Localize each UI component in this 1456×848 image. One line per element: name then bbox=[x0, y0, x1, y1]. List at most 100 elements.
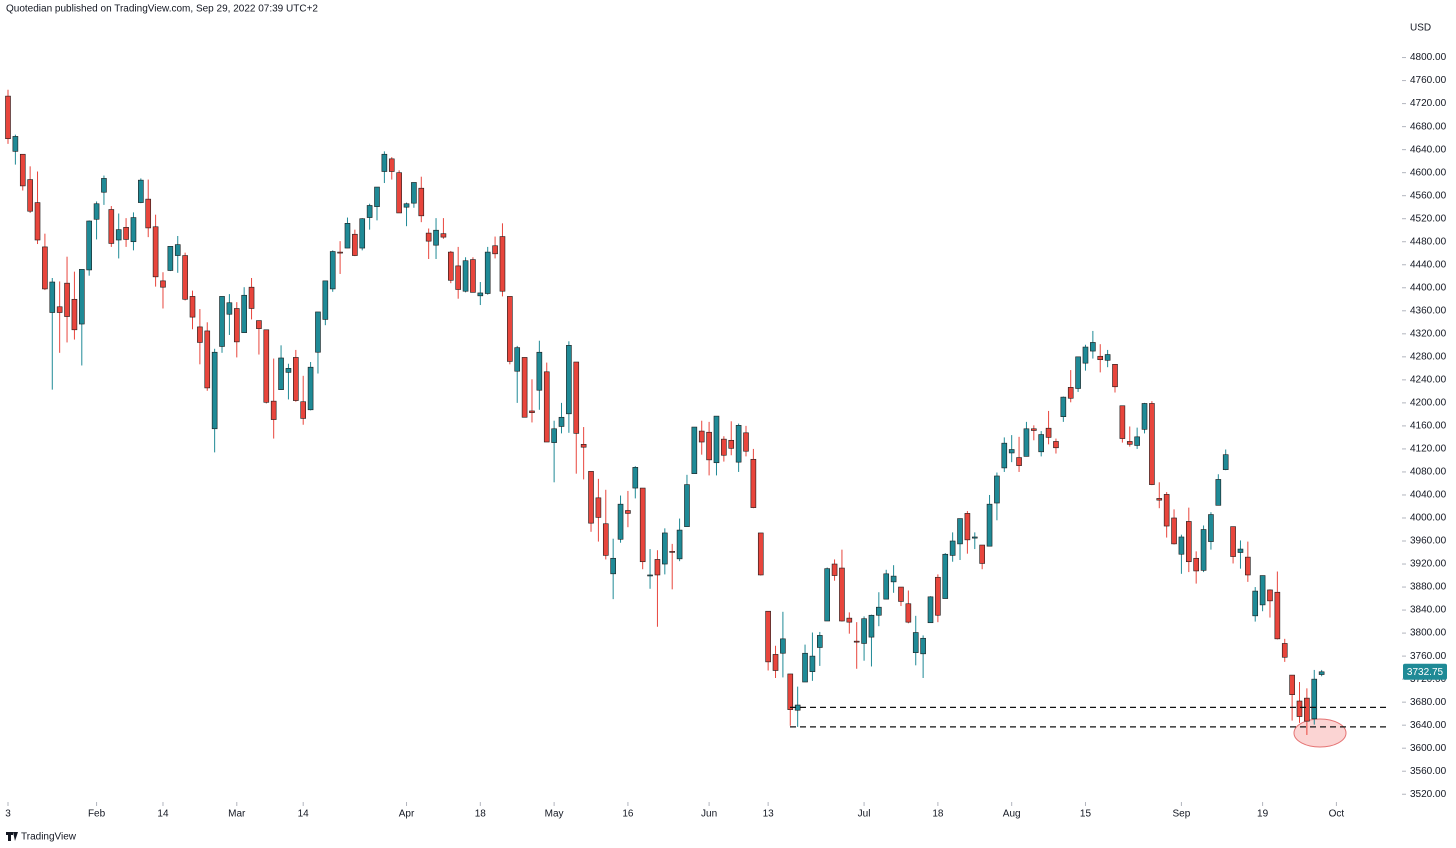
y-tick-label: 3920.00 bbox=[1410, 559, 1447, 570]
candle-body bbox=[42, 246, 48, 290]
candle-body bbox=[123, 227, 129, 240]
candle-body bbox=[293, 357, 299, 401]
y-tick-label: 4080.00 bbox=[1410, 467, 1447, 478]
candle-body bbox=[1237, 548, 1244, 553]
x-tick-label: May bbox=[545, 809, 564, 820]
candle-body bbox=[602, 523, 609, 556]
candle-body bbox=[816, 635, 823, 648]
candle-body bbox=[241, 294, 247, 333]
y-tick-label: 4800.00 bbox=[1410, 52, 1447, 63]
candle-body bbox=[588, 471, 594, 524]
candle-body bbox=[691, 426, 698, 474]
candle-body bbox=[735, 425, 742, 463]
candle-body bbox=[307, 366, 314, 411]
candle-body bbox=[935, 576, 941, 616]
y-tick-label: 3840.00 bbox=[1410, 605, 1447, 616]
candle-body bbox=[580, 444, 587, 448]
x-tick-label: 15 bbox=[1080, 809, 1092, 820]
candle-body bbox=[204, 330, 211, 389]
y-tick-label: 4200.00 bbox=[1410, 398, 1447, 409]
candle-body bbox=[1023, 428, 1030, 457]
candle-body bbox=[876, 606, 882, 616]
candle-body bbox=[639, 487, 646, 563]
candle-body bbox=[300, 401, 307, 419]
candle-body bbox=[1126, 441, 1133, 445]
candle-body bbox=[1281, 643, 1288, 658]
candle-body bbox=[979, 544, 985, 564]
candle-body bbox=[388, 158, 395, 172]
candle-body bbox=[19, 153, 26, 187]
candle-body bbox=[352, 233, 358, 256]
candle-body bbox=[138, 179, 144, 203]
candle-body bbox=[1230, 526, 1236, 557]
candle-body bbox=[536, 351, 543, 391]
candle-body bbox=[425, 232, 432, 242]
candle-body bbox=[152, 226, 159, 278]
logo-text: TradingView bbox=[21, 832, 77, 843]
candle-body bbox=[344, 223, 351, 249]
candle-body bbox=[632, 467, 639, 489]
candle-body bbox=[942, 553, 949, 599]
candle-body bbox=[1296, 700, 1303, 717]
y-tick-label: 3760.00 bbox=[1410, 651, 1447, 662]
candle-body bbox=[1119, 405, 1126, 439]
candle-body bbox=[1178, 536, 1185, 555]
y-tick-label: 4560.00 bbox=[1410, 190, 1447, 201]
x-tick-label: Jun bbox=[701, 809, 717, 820]
candle-body bbox=[93, 203, 100, 220]
candle-body bbox=[337, 251, 343, 254]
candle-body bbox=[728, 439, 735, 449]
y-tick-label: 4160.00 bbox=[1410, 421, 1447, 432]
candle-body bbox=[484, 251, 491, 294]
last-price-label: 3732.75 bbox=[1407, 667, 1444, 678]
candle-body bbox=[898, 586, 904, 602]
candle-body bbox=[1259, 575, 1266, 606]
candle-body bbox=[1008, 449, 1015, 454]
candle-body bbox=[447, 251, 454, 281]
x-tick-label: Mar bbox=[228, 809, 246, 820]
candle-body bbox=[1193, 557, 1199, 572]
candle-body bbox=[366, 205, 373, 218]
candle-body bbox=[839, 567, 845, 622]
candle-body bbox=[713, 415, 720, 464]
candle-body bbox=[1097, 355, 1104, 361]
candle-body bbox=[1304, 697, 1310, 722]
candle-body bbox=[1104, 354, 1111, 361]
candle-body bbox=[1031, 428, 1037, 431]
candle-body bbox=[197, 326, 203, 343]
x-tick-label: 16 bbox=[622, 809, 634, 820]
candle-body bbox=[853, 640, 860, 643]
candle-body bbox=[1215, 479, 1222, 506]
candle-body bbox=[322, 280, 329, 320]
y-tick-label: 3600.00 bbox=[1410, 743, 1447, 754]
candle-body bbox=[1186, 521, 1192, 563]
y-tick-label: 4440.00 bbox=[1410, 259, 1447, 270]
candle-body bbox=[329, 251, 336, 290]
candle-body bbox=[1112, 364, 1118, 388]
candle-body bbox=[558, 416, 565, 427]
candle-body bbox=[890, 575, 897, 583]
candle-body bbox=[1067, 387, 1074, 399]
y-tick-label: 4000.00 bbox=[1410, 513, 1447, 524]
candle-body bbox=[551, 428, 557, 443]
candle-body bbox=[256, 320, 262, 329]
y-tick-label: 4760.00 bbox=[1410, 75, 1447, 86]
candle-body bbox=[56, 306, 63, 313]
candle-body bbox=[1060, 396, 1067, 417]
candle-body bbox=[1134, 436, 1140, 446]
candle-body bbox=[71, 298, 78, 331]
candle-body bbox=[1252, 590, 1259, 617]
y-tick-label: 4640.00 bbox=[1410, 144, 1447, 155]
candle-body bbox=[27, 179, 33, 212]
candle-body bbox=[743, 432, 749, 452]
candle-body bbox=[462, 260, 469, 292]
y-tick-label: 4040.00 bbox=[1410, 490, 1447, 501]
candle-body bbox=[182, 255, 188, 300]
candle-body bbox=[927, 596, 934, 624]
x-tick-label: 14 bbox=[298, 809, 310, 820]
candle-body bbox=[374, 186, 380, 207]
candle-body bbox=[846, 617, 853, 623]
candle-body bbox=[595, 497, 602, 518]
